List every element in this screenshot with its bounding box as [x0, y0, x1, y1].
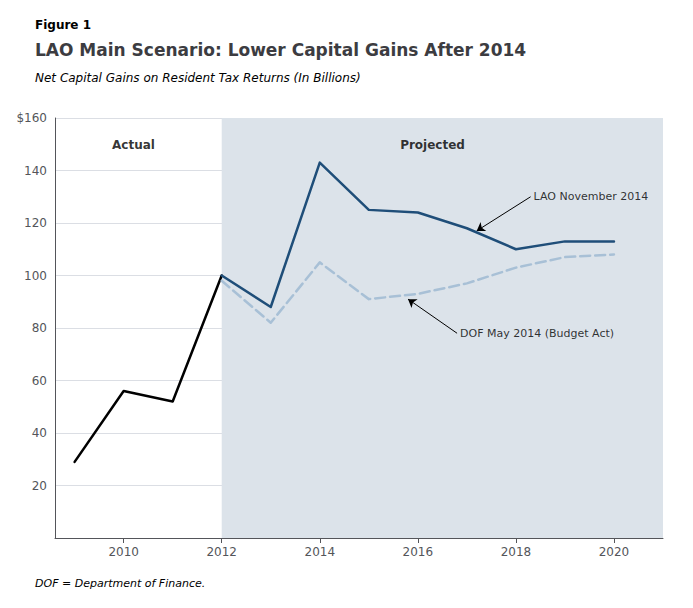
- svg-text:DOF May 2014 (Budget Act): DOF May 2014 (Budget Act): [460, 327, 614, 340]
- svg-text:2016: 2016: [403, 545, 434, 559]
- svg-text:60: 60: [32, 374, 47, 388]
- svg-text:2014: 2014: [305, 545, 336, 559]
- svg-text:40: 40: [32, 426, 47, 440]
- svg-text:2012: 2012: [206, 545, 237, 559]
- svg-text:2020: 2020: [599, 545, 630, 559]
- svg-text:20: 20: [32, 479, 47, 493]
- svg-text:80: 80: [32, 321, 47, 335]
- svg-text:2018: 2018: [501, 545, 532, 559]
- svg-text:LAO November 2014: LAO November 2014: [534, 190, 649, 203]
- svg-text:LAO Main Scenario: Lower Capit: LAO Main Scenario: Lower Capital Gains A…: [35, 40, 526, 60]
- svg-text:Net Capital Gains on Resident: Net Capital Gains on Resident Tax Return…: [35, 71, 361, 85]
- svg-text:Actual: Actual: [112, 138, 155, 152]
- svg-text:$160: $160: [16, 111, 47, 125]
- svg-text:120: 120: [24, 216, 47, 230]
- svg-text:2010: 2010: [108, 545, 139, 559]
- svg-text:Projected: Projected: [400, 138, 465, 152]
- svg-text:DOF = Department of Finance.: DOF = Department of Finance.: [35, 577, 205, 590]
- svg-text:100: 100: [24, 269, 47, 283]
- svg-text:Figure 1: Figure 1: [35, 18, 91, 32]
- svg-text:140: 140: [24, 164, 47, 178]
